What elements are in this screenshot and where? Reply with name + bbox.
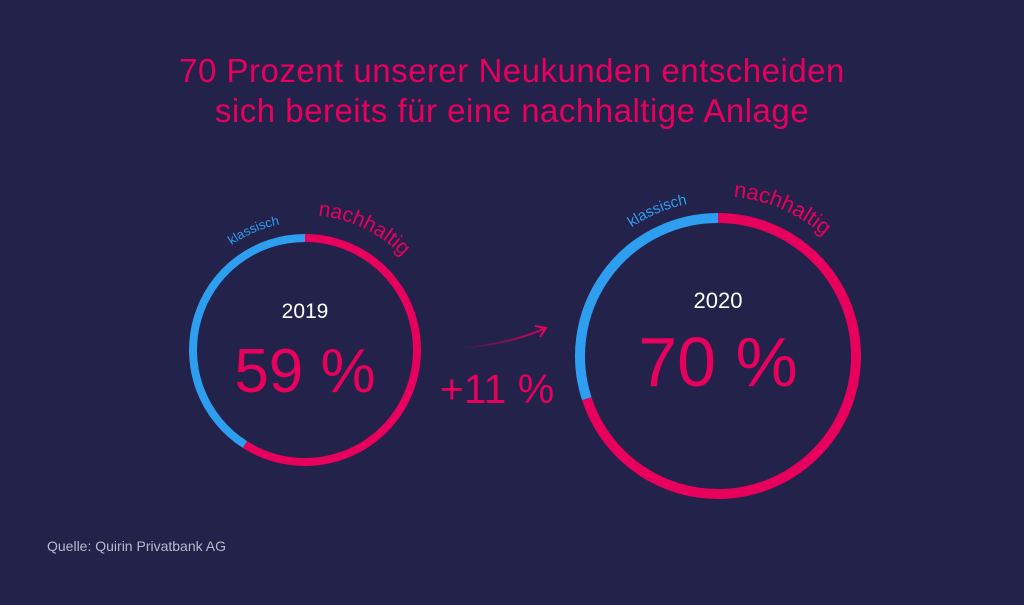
slice-nachhaltig-2020	[581, 213, 861, 499]
source-note: Quelle: Quirin Privatbank AG	[47, 538, 226, 554]
center-percent-2019: 59 %	[234, 337, 375, 406]
change-label: +11 %	[440, 366, 554, 412]
center-percent-2020: 70 %	[638, 323, 798, 401]
year-label-2019: 2019	[282, 300, 329, 323]
slice-klassisch-2020	[575, 213, 719, 401]
slice-label-nachhaltig-2019: nachhaltig	[317, 198, 415, 260]
year-label-2020: 2020	[694, 288, 743, 313]
slice-klassisch-2019	[189, 234, 306, 448]
growth-arrow	[461, 327, 547, 349]
slice-nachhaltig-2019	[242, 234, 421, 466]
chart-title-line-1: 70 Prozent unserer Neukunden entscheiden	[179, 52, 845, 89]
growth-arrow-head	[534, 325, 548, 338]
chart-title-line-2: sich bereits für eine nachhaltige Anlage	[214, 92, 810, 129]
